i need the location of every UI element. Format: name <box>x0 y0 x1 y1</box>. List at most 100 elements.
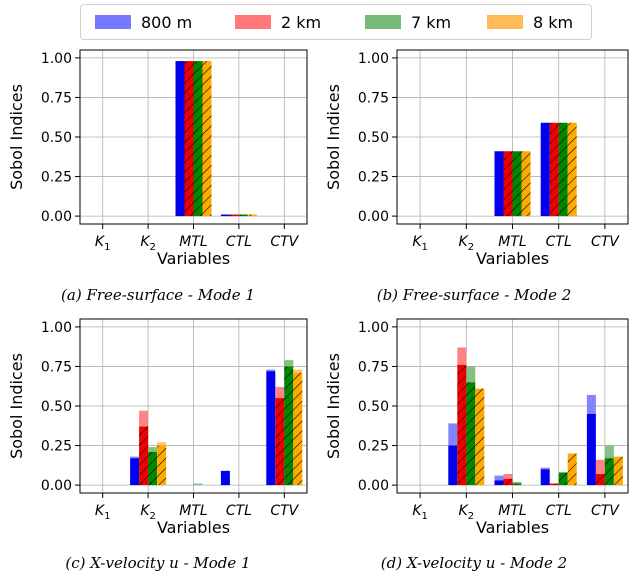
bar-uncertainty-7km-CTV <box>284 360 294 367</box>
bar-2km-CTV <box>275 398 285 486</box>
bar-8km-CTL <box>567 453 577 486</box>
legend-label-8km: 8 km <box>533 12 574 32</box>
y-tick-label: 1.00 <box>41 51 72 67</box>
bar-uncertainty-2km-CTV <box>275 387 285 399</box>
panel-c: 0.00 0.25 0.50 0.75 1.00 K1 K2 MTL CTL CTV Variabl… <box>7 318 308 537</box>
x-tick-label: CTL <box>226 503 252 519</box>
y-tick-label: 0.00 <box>358 478 389 494</box>
bar-2km-MTL <box>503 478 513 486</box>
bar-7km-MTL <box>512 151 522 217</box>
bar-8km-K2 <box>157 445 167 486</box>
bar-800m-CTL <box>540 469 550 486</box>
bar-2km-K2 <box>139 426 149 486</box>
legend-entry-8km: 8 km <box>487 5 573 39</box>
bar-uncertainty-800m-K2 <box>448 423 458 446</box>
x-tick-label: CTV <box>591 234 620 250</box>
bar-8km-MTL <box>521 151 531 217</box>
x-axis-label: Variables <box>157 249 230 268</box>
bar-800m-CTL <box>220 470 230 486</box>
y-tick-label: 0.75 <box>41 90 72 106</box>
y-tick-label: 1.00 <box>358 320 389 336</box>
bar-7km-K2 <box>148 451 158 486</box>
bar-800m-MTL <box>494 480 504 486</box>
y-tick-label: 0.50 <box>41 399 72 415</box>
bar-800m-CTV <box>586 413 596 486</box>
bar-800m-CTV <box>266 371 276 486</box>
bar-uncertainty-7km-MTL <box>193 483 203 486</box>
bar-uncertainty-800m-MTL <box>494 475 504 481</box>
bar-2km-MTL <box>184 61 194 217</box>
y-tick-label: 1.00 <box>358 51 389 67</box>
y-tick-label: 0.00 <box>41 478 72 494</box>
legend-label-7km: 7 km <box>411 12 452 32</box>
x-tick-label: MTL <box>498 503 526 519</box>
bar-800m-K2 <box>130 458 140 486</box>
legend-swatch-800m <box>95 15 131 29</box>
bar-uncertainty-800m-K2 <box>130 456 140 459</box>
bar-7km-CTL <box>558 472 568 486</box>
y-tick-label: 0.00 <box>41 209 72 225</box>
legend-swatch-7km <box>365 15 401 29</box>
bar-800m-MTL <box>175 61 185 217</box>
x-tick-label: K2 <box>140 234 156 253</box>
x-tick-label: K2 <box>459 234 475 253</box>
x-axis-label: Variables <box>476 518 549 537</box>
y-axis-label: Sobol Indices <box>324 84 343 190</box>
panel-a: 0.00 0.25 0.50 0.75 1.00 K1 K2 MTL CTL CTV Variabl… <box>7 49 308 268</box>
bar-2km-K2 <box>457 364 467 486</box>
bar-2km-CTV <box>595 474 605 486</box>
x-tick-label: MTL <box>498 234 526 250</box>
bar-uncertainty-2km-CTV <box>595 459 605 475</box>
bar-8km-K2 <box>475 388 485 486</box>
bar-800m-CTL <box>540 122 550 217</box>
x-tick-label: CTV <box>270 234 299 250</box>
bar-8km-MTL <box>202 61 212 217</box>
x-tick-label: CTV <box>591 503 620 519</box>
caption-c: (c) X-velocity u - Mode 1 <box>65 554 251 572</box>
caption-d: (d) X-velocity u - Mode 2 <box>380 554 568 572</box>
x-tick-label: CTL <box>546 234 572 250</box>
x-tick-label: K2 <box>140 503 156 522</box>
bar-uncertainty-800m-CTV <box>586 394 596 414</box>
bar-uncertainty-8km-K2 <box>157 442 167 446</box>
bar-800m-CTL <box>220 214 230 217</box>
x-axis-label: Variables <box>476 249 549 268</box>
y-tick-label: 0.75 <box>41 359 72 375</box>
legend-label-2km: 2 km <box>281 12 322 32</box>
bar-uncertainty-2km-MTL <box>503 474 513 479</box>
chart-legend: 800 m 2 km 7 km 8 km <box>80 4 592 40</box>
y-axis-label: Sobol Indices <box>7 353 26 459</box>
bar-7km-CTL <box>558 122 568 217</box>
bar-800m-K2 <box>448 445 458 486</box>
bar-uncertainty-800m-CTL <box>540 467 550 470</box>
x-tick-label: CTL <box>226 234 252 250</box>
x-tick-label: K1 <box>412 234 428 253</box>
panel-b: 0.00 0.25 0.50 0.75 1.00 K1 K2 MTL CTL CTV Variabl… <box>324 49 629 268</box>
y-tick-label: 0.75 <box>358 359 389 375</box>
y-tick-label: 0.25 <box>358 439 389 455</box>
bar-800m-MTL <box>494 151 504 217</box>
bar-2km-CTL <box>229 214 239 217</box>
y-axis-label: Sobol Indices <box>7 84 26 190</box>
legend-label-800m: 800 m <box>141 12 193 32</box>
legend-entry-800m: 800 m <box>95 5 192 39</box>
bar-uncertainty-7km-MTL <box>512 481 522 484</box>
y-axis-label: Sobol Indices <box>324 353 343 459</box>
y-tick-label: 0.50 <box>358 399 389 415</box>
bar-7km-CTV <box>284 366 294 486</box>
bar-8km-CTL <box>567 122 577 217</box>
legend-entry-7km: 7 km <box>365 5 451 39</box>
legend-swatch-8km <box>487 15 523 29</box>
legend-swatch-2km <box>235 15 271 29</box>
bar-8km-CTL <box>247 214 257 217</box>
bar-uncertainty-2km-K2 <box>139 410 149 427</box>
y-tick-label: 0.75 <box>358 90 389 106</box>
bar-2km-CTL <box>549 122 559 217</box>
x-tick-label: MTL <box>179 503 207 519</box>
bar-2km-MTL <box>503 151 513 217</box>
bar-7km-CTV <box>604 458 614 486</box>
x-tick-label: CTL <box>546 503 572 519</box>
y-tick-label: 0.00 <box>358 209 389 225</box>
bar-uncertainty-7km-K2 <box>148 447 158 452</box>
